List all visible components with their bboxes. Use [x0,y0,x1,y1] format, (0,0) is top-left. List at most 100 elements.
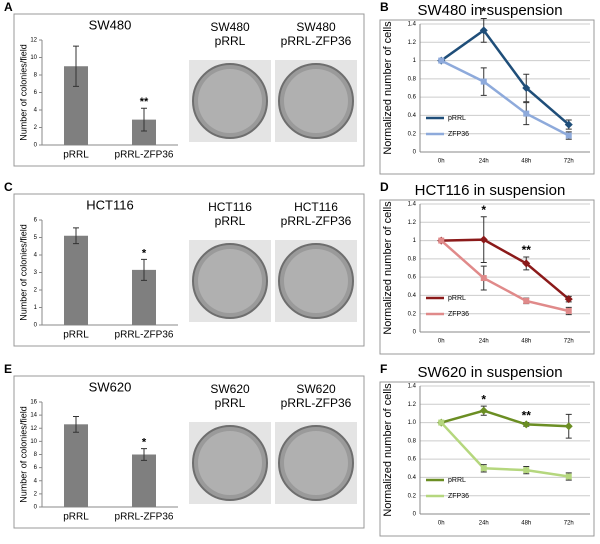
y-axis-label: Normalized number of cells [382,201,394,335]
y-tick-label: 2 [34,491,38,497]
legend-label: pRRL [448,477,466,484]
y-tick-label: 0.2 [408,493,417,499]
y-tick-label: 0.8 [408,76,417,82]
x-tick-label: 24h [479,159,489,165]
y-axis-label: Number of colonies/field [18,224,28,321]
y-axis-label: Normalized number of cells [382,21,394,155]
panel-letter: A [4,0,13,14]
y-tick-label: 0.6 [408,95,417,101]
y-tick-label: 6 [34,90,38,96]
significance: ** [522,243,532,257]
bar [132,454,156,507]
error-bar [141,107,147,132]
x-tick-label: 0h [438,339,445,345]
y-tick-label: 0.4 [408,113,417,119]
y-tick-label: 0.2 [408,131,417,137]
bar [64,424,88,507]
y-tick-label: 0.6 [408,457,417,463]
series-line [440,28,570,126]
y-tick-label: 1.2 [408,220,417,226]
dish-inner [284,431,348,495]
y-tick-label: 0 [413,330,417,336]
series-line [440,239,570,313]
x-tick-label: 72h [564,339,574,345]
x-tick-label: 48h [521,339,531,345]
dish-inner [198,69,262,133]
panel-frame [13,375,365,529]
y-tick-label: 1 [413,238,417,244]
panel-frame [13,193,365,347]
point [564,295,573,304]
y-tick-label: 0.8 [408,256,417,262]
plot-frame [379,381,595,537]
y-tick-label: 1.4 [408,202,417,208]
chart-title: SW480 [89,17,132,32]
series-line [440,421,569,478]
y-tick-label: 2 [34,125,38,131]
panel-letter: F [380,362,387,376]
image-label: pRRL-ZFP36 [281,214,352,228]
x-tick-label: pRRL [63,512,89,523]
x-tick-label: pRRL-ZFP36 [115,512,174,523]
y-tick-label: 12 [30,426,37,432]
y-tick-label: 8 [34,73,38,79]
y-tick-label: 6 [34,218,38,224]
image-label: pRRL [215,396,246,410]
point [438,237,445,244]
point [565,132,572,139]
x-tick-label: 48h [521,521,531,527]
y-tick-label: 1.2 [408,40,417,46]
point [438,419,445,426]
y-tick-label: 0.4 [408,293,417,299]
y-tick-label: 1 [34,305,38,311]
y-tick-label: 16 [30,400,37,406]
point [480,275,487,282]
legend-label: ZFP36 [448,131,469,138]
point [480,78,487,85]
point [565,473,572,480]
panel-letter: E [4,362,12,376]
error-bar [73,45,79,87]
y-tick-label: 1.0 [408,420,417,426]
y-tick-label: 0.6 [408,275,417,281]
x-tick-label: 0h [438,521,445,527]
image-label: pRRL-ZFP36 [281,396,352,410]
point [479,26,488,35]
x-tick-label: 24h [479,521,489,527]
y-axis-label: Normalized number of cells [382,383,394,517]
image-label: HCT116 [208,200,252,214]
error-bar [73,415,79,433]
point [565,307,572,314]
point [479,406,488,415]
dish-inner [284,69,348,133]
image-label: pRRL [215,214,246,228]
y-axis-label: Number of colonies/field [18,44,28,141]
y-tick-label: 0 [34,505,38,511]
y-tick-label: 0.8 [408,438,417,444]
y-tick-label: 1.4 [408,22,417,28]
chart-title: SW480 in suspension [417,2,562,19]
y-tick-label: 12 [30,38,37,44]
image-label: pRRL [215,34,246,48]
x-tick-label: pRRL [63,150,89,161]
series-line [440,59,570,137]
chart-title: SW620 in suspension [417,364,562,381]
y-tick-label: 0 [413,150,417,156]
x-tick-label: pRRL [63,330,89,341]
legend-label: pRRL [448,295,466,302]
y-tick-label: 0.2 [408,311,417,317]
x-tick-label: pRRL-ZFP36 [115,330,174,341]
series-line [441,238,570,301]
image-label: SW620 [296,382,336,396]
y-tick-label: 3 [34,270,38,276]
panel-frame [13,13,365,167]
y-tick-label: 0 [34,143,38,149]
y-tick-label: 1.4 [408,384,417,390]
error-bar [141,448,147,461]
point [522,259,531,268]
error-bar [141,258,147,281]
significance: * [481,392,486,406]
dish-inner [198,249,262,313]
